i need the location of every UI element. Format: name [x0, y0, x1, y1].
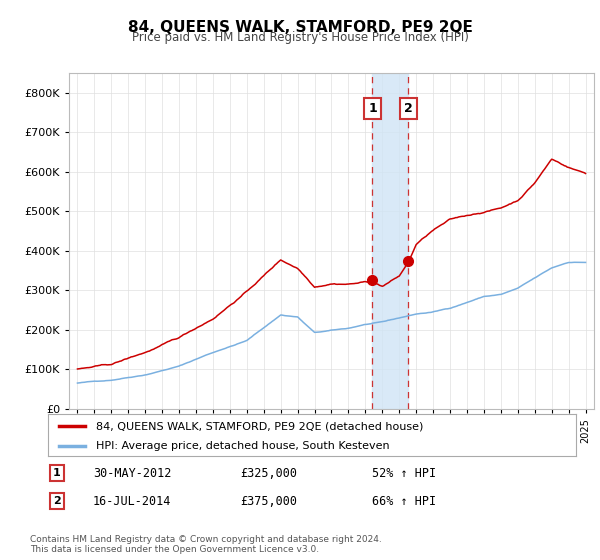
Text: Contains HM Land Registry data © Crown copyright and database right 2024.
This d: Contains HM Land Registry data © Crown c…: [30, 535, 382, 554]
Text: 1: 1: [368, 102, 377, 115]
Text: HPI: Average price, detached house, South Kesteven: HPI: Average price, detached house, Sout…: [95, 441, 389, 451]
Text: 1: 1: [53, 468, 61, 478]
Text: 66% ↑ HPI: 66% ↑ HPI: [372, 494, 436, 508]
Text: 84, QUEENS WALK, STAMFORD, PE9 2QE (detached house): 84, QUEENS WALK, STAMFORD, PE9 2QE (deta…: [95, 421, 423, 431]
Text: 52% ↑ HPI: 52% ↑ HPI: [372, 466, 436, 480]
Text: Price paid vs. HM Land Registry's House Price Index (HPI): Price paid vs. HM Land Registry's House …: [131, 31, 469, 44]
Bar: [373, 73, 409, 409]
Text: 2: 2: [404, 102, 413, 115]
Text: 84, QUEENS WALK, STAMFORD, PE9 2QE: 84, QUEENS WALK, STAMFORD, PE9 2QE: [128, 20, 472, 35]
Text: 16-JUL-2014: 16-JUL-2014: [93, 494, 172, 508]
Text: £325,000: £325,000: [240, 466, 297, 480]
Text: 30-MAY-2012: 30-MAY-2012: [93, 466, 172, 480]
Text: 2: 2: [53, 496, 61, 506]
Text: £375,000: £375,000: [240, 494, 297, 508]
